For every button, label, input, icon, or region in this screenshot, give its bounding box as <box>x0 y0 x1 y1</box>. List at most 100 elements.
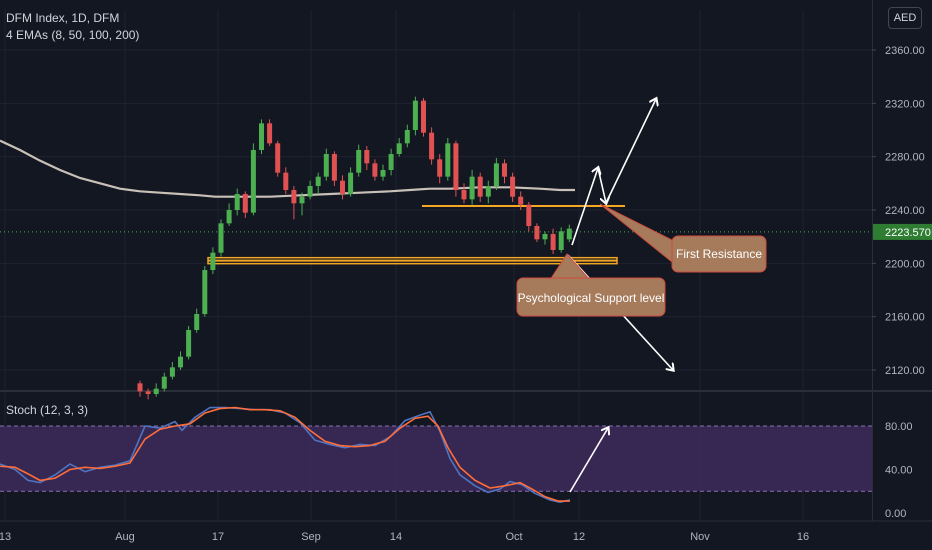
candle-body <box>275 143 281 173</box>
candle <box>299 192 305 216</box>
currency-button[interactable]: AED <box>888 7 922 29</box>
candle-body <box>348 172 354 194</box>
candle <box>526 202 532 232</box>
candle <box>396 138 402 157</box>
price-tick-label: 2160.00 <box>885 312 925 324</box>
chart-legend: DFM Index, 1D, DFM 4 EMAs (8, 50, 100, 2… <box>6 10 139 44</box>
candle <box>437 154 443 184</box>
annotation-arrow <box>597 167 606 203</box>
candle <box>291 186 297 220</box>
stoch-k-line <box>0 406 571 503</box>
candle <box>534 223 540 242</box>
time-tick-label: 16 <box>797 531 809 543</box>
candle <box>461 183 467 204</box>
candle-body <box>526 204 532 226</box>
candle-body <box>145 391 151 394</box>
price-tick-label: 2120.00 <box>885 365 925 377</box>
candle-body <box>412 100 418 130</box>
annotation-arrow <box>569 428 608 493</box>
time-tick-label: Oct <box>505 531 522 543</box>
time-tick-label: 13 <box>0 531 11 543</box>
price-tick-label: 2240.00 <box>885 205 925 217</box>
candle <box>510 172 516 202</box>
candle-body <box>404 130 410 144</box>
candle <box>259 119 264 154</box>
candle <box>340 175 345 200</box>
candle-body <box>461 190 467 200</box>
candle-body <box>242 194 248 213</box>
candle <box>356 144 362 177</box>
candle <box>364 146 370 170</box>
candle <box>429 127 435 165</box>
candle-body <box>493 163 499 186</box>
candle <box>404 124 410 148</box>
candle-body <box>267 123 273 144</box>
candle <box>267 119 273 146</box>
time-tick-label: 14 <box>390 531 402 543</box>
candle-body <box>250 150 256 213</box>
candle-body <box>218 223 224 253</box>
candle <box>566 224 572 242</box>
stoch-d-line <box>0 406 570 502</box>
candle-body <box>169 367 175 377</box>
candle <box>186 326 192 360</box>
candle-body <box>429 132 435 160</box>
candle-body <box>356 150 362 173</box>
candle-body <box>186 330 192 357</box>
callouts: First Resistance Psychological Support le… <box>516 203 767 317</box>
candle <box>137 380 143 397</box>
candle-body <box>307 186 313 197</box>
candle <box>445 138 451 181</box>
candle-body <box>226 210 232 224</box>
candle <box>153 383 159 397</box>
candle <box>469 170 475 205</box>
candle <box>218 219 224 257</box>
candle-body <box>550 234 556 250</box>
candle-body <box>445 143 451 177</box>
candle-body <box>364 150 370 164</box>
last-price-badge <box>873 223 932 240</box>
candle <box>161 372 167 392</box>
stoch-tick-label: 40.00 <box>885 465 913 477</box>
candle <box>558 227 564 253</box>
candle <box>283 167 289 194</box>
candle <box>315 172 321 194</box>
time-tick-label: Nov <box>690 531 710 543</box>
candle-body <box>323 154 329 177</box>
annotation-arrow <box>605 99 656 204</box>
candle-body <box>234 194 240 210</box>
candle <box>307 180 313 200</box>
candle-body <box>558 231 564 250</box>
candle <box>485 180 491 204</box>
candle-body <box>510 176 516 197</box>
candle <box>250 143 256 216</box>
candle <box>550 228 556 254</box>
candle-body <box>485 186 491 197</box>
candle <box>226 203 232 226</box>
candle <box>348 167 354 197</box>
stoch-tick-label: 80.00 <box>885 421 913 433</box>
candle <box>275 140 281 177</box>
candle-body <box>469 176 475 200</box>
candle-body <box>566 228 572 240</box>
price-tick-label: 2280.00 <box>885 152 925 164</box>
psych-support-label: Psychological Support level <box>518 291 665 305</box>
annotation-arrow <box>571 168 598 246</box>
candle <box>242 191 248 218</box>
candle-body <box>388 154 394 170</box>
candle-body <box>178 356 183 368</box>
candle <box>178 351 183 370</box>
candle <box>453 140 459 197</box>
price-tick-label: 2200.00 <box>885 258 925 270</box>
level-lines <box>207 205 625 265</box>
stoch-band-fill <box>0 426 872 492</box>
candle-body <box>161 376 167 389</box>
candle-body <box>437 159 443 177</box>
candle <box>169 362 175 380</box>
candle-body <box>259 123 264 150</box>
chart-title: DFM Index, 1D, DFM <box>6 11 120 25</box>
candle-body <box>283 172 289 190</box>
candle <box>323 148 329 181</box>
price-tick-label: 2320.00 <box>885 98 925 110</box>
